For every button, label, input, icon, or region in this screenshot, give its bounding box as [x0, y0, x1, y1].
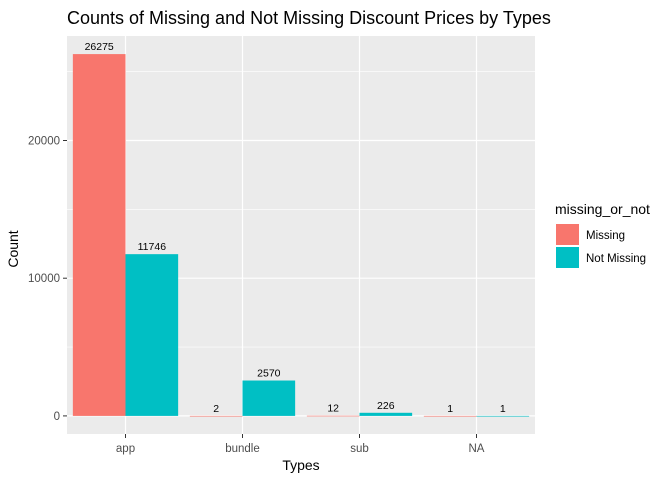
- bar: [423, 415, 477, 417]
- legend: missing_or_not Missing Not Missing: [555, 201, 650, 268]
- bar: [306, 415, 360, 417]
- x-tick-label: sub: [350, 443, 369, 455]
- x-tick-label: app: [116, 443, 135, 455]
- legend-key: [556, 247, 579, 268]
- data-label: 1: [500, 403, 506, 415]
- chart-title: Counts of Missing and Not Missing Discou…: [67, 8, 551, 28]
- y-tick-label: 0: [54, 411, 60, 423]
- bar: [476, 415, 530, 417]
- legend-key: [556, 224, 579, 245]
- data-label: 26275: [85, 41, 114, 53]
- data-label: 226: [377, 400, 395, 412]
- y-axis-title: Count: [5, 230, 21, 267]
- bars: [72, 54, 530, 417]
- bar: [359, 412, 413, 416]
- bar: [189, 415, 243, 417]
- data-label: 2570: [257, 368, 281, 380]
- bar: [72, 54, 126, 416]
- bar: [242, 380, 296, 416]
- x-axis-title: Types: [282, 457, 319, 473]
- data-label: 1: [447, 403, 453, 415]
- legend-label: Not Missing: [586, 253, 646, 265]
- y-tick-label: 20000: [28, 136, 60, 148]
- data-label: 12: [327, 403, 339, 415]
- x-tick-label: bundle: [225, 443, 260, 455]
- data-label: 2: [213, 403, 219, 415]
- y-axis: 0 10000 20000: [28, 136, 67, 423]
- y-tick-label: 10000: [28, 273, 60, 285]
- data-label: 11746: [138, 241, 167, 253]
- legend-label: Missing: [586, 230, 625, 242]
- data-labels: 26275 2 12 1 11746 2570 226 1: [85, 41, 506, 415]
- x-axis: app bundle sub NA: [116, 434, 485, 455]
- x-tick-label: NA: [469, 443, 485, 455]
- legend-title: missing_or_not: [555, 201, 650, 217]
- bar: [125, 254, 179, 416]
